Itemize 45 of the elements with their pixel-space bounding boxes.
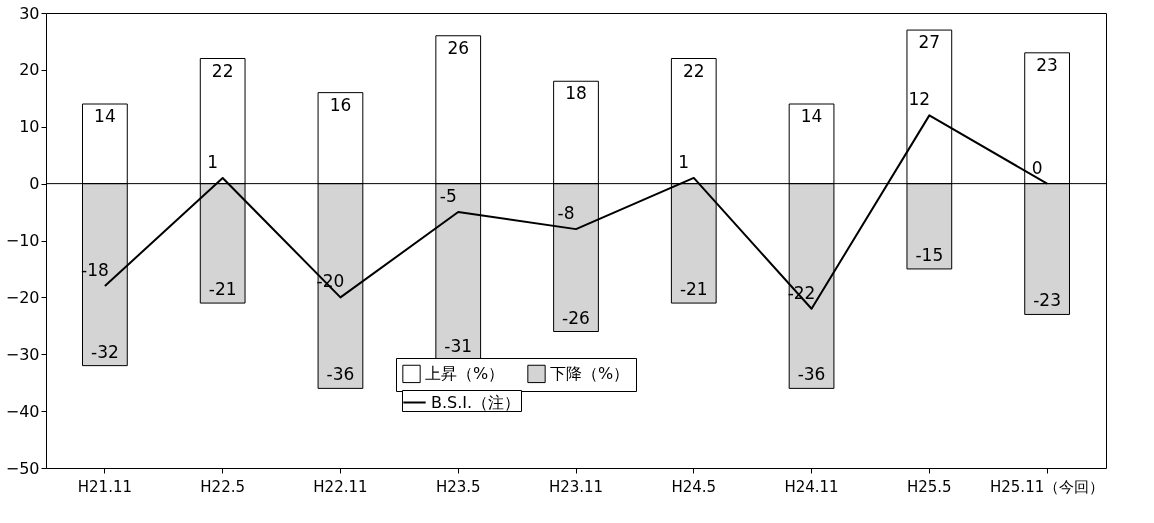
data-label: 16 bbox=[329, 94, 352, 115]
y-tick-label: 30 bbox=[19, 3, 40, 23]
legend-label: B.S.I.（注） bbox=[431, 392, 521, 412]
data-label: -32 bbox=[91, 341, 119, 362]
legend-label: 下降（%） bbox=[550, 363, 630, 383]
x-tick-label: H23.11 bbox=[548, 477, 604, 496]
x-tick-label: H21.11 bbox=[77, 477, 133, 496]
y-tick-label: −50 bbox=[5, 458, 40, 478]
data-label: 0 bbox=[1031, 157, 1043, 178]
data-label: 22 bbox=[211, 60, 234, 81]
data-label: -26 bbox=[562, 307, 590, 328]
data-label: -21 bbox=[679, 279, 708, 300]
x-tick-label: H22.11 bbox=[313, 477, 368, 496]
data-label: -36 bbox=[797, 364, 826, 385]
data-label: -23 bbox=[1033, 290, 1061, 311]
data-label: 1 bbox=[678, 151, 690, 172]
data-label: 12 bbox=[908, 89, 931, 110]
data-label: 1 bbox=[207, 151, 219, 172]
data-label: 14 bbox=[800, 106, 823, 126]
data-label: -36 bbox=[326, 364, 355, 385]
data-label: 14 bbox=[94, 106, 116, 126]
data-label: -5 bbox=[439, 186, 457, 207]
x-tick-label: H24.11 bbox=[784, 477, 839, 496]
data-label: 26 bbox=[447, 37, 470, 58]
x-tick-label: H25.11（今回） bbox=[989, 477, 1105, 496]
y-tick-label: 10 bbox=[19, 117, 40, 137]
data-label: -15 bbox=[915, 244, 944, 265]
x-tick-label: H23.5 bbox=[435, 477, 481, 496]
data-label: -31 bbox=[444, 335, 473, 356]
y-tick-label: −10 bbox=[5, 231, 40, 250]
x-tick-label: H24.5 bbox=[671, 477, 717, 496]
y-tick-label: −20 bbox=[5, 287, 40, 307]
data-label: 22 bbox=[682, 60, 705, 81]
data-label: -21 bbox=[208, 279, 237, 300]
x-tick-label: H25.5 bbox=[906, 477, 952, 496]
data-label: 23 bbox=[1036, 54, 1058, 75]
y-tick-label: −40 bbox=[5, 401, 40, 421]
data-label: -8 bbox=[557, 203, 575, 224]
legend-label: 上昇（%） bbox=[425, 363, 505, 383]
y-tick-label: −30 bbox=[5, 344, 40, 364]
data-label: 18 bbox=[565, 83, 587, 104]
x-tick-label: H22.5 bbox=[200, 477, 246, 496]
data-label: 27 bbox=[918, 32, 941, 53]
y-tick-label: 0 bbox=[29, 174, 40, 194]
y-tick-label: 20 bbox=[19, 60, 40, 80]
